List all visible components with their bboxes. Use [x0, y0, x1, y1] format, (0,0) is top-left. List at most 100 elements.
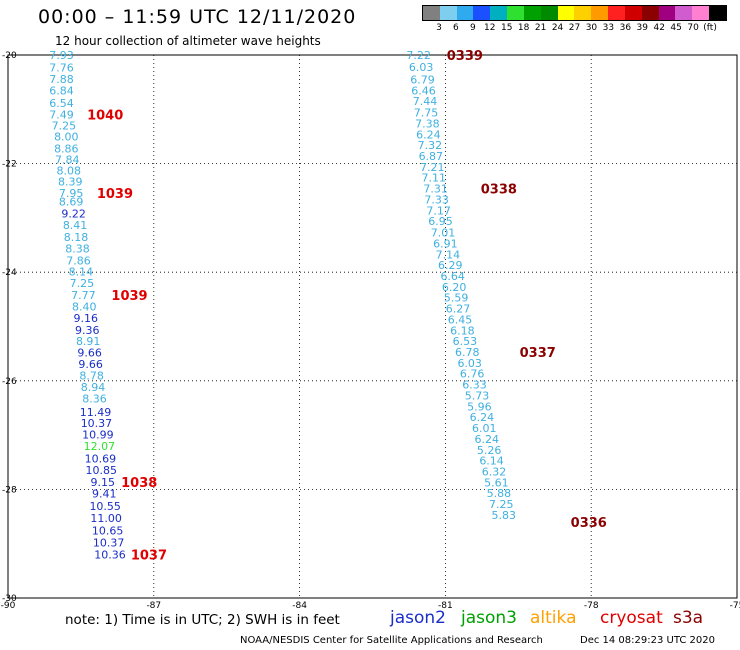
wave-height-point: 9.22 — [61, 208, 86, 221]
wave-height-point: 8.40 — [72, 300, 97, 313]
wave-height-point: 10.85 — [86, 464, 118, 477]
wave-height-point: 12.07 — [84, 440, 116, 453]
pass-time-label: 0337 — [520, 346, 556, 361]
wave-height-point: 7.93 — [49, 49, 74, 62]
wave-height-point: 8.38 — [65, 242, 90, 255]
wave-height-point: 7.76 — [49, 61, 74, 74]
pass-time-label: 1040 — [87, 109, 123, 124]
wave-height-point: 7.84 — [55, 153, 80, 166]
wave-height-point: 8.00 — [54, 130, 79, 143]
wave-height-point: 6.95 — [428, 215, 453, 228]
wave-height-point: 10.37 — [81, 417, 113, 430]
color-scale-label: 33 — [602, 23, 615, 33]
color-swatch — [709, 6, 726, 20]
color-swatch — [456, 6, 474, 20]
wave-height-point: 6.18 — [450, 324, 475, 337]
color-scale-label: 12 — [484, 23, 496, 33]
color-scale-label: 39 — [636, 23, 648, 33]
wave-height-point: 6.24 — [416, 128, 441, 141]
wave-height-point: 6.45 — [448, 313, 473, 326]
footer-credit: NOAA/NESDIS Center for Satellite Applica… — [240, 635, 543, 646]
wave-height-point: 5.26 — [477, 444, 502, 457]
wave-height-point: 8.08 — [57, 165, 82, 178]
wave-height-point: 8.14 — [69, 266, 94, 279]
pass-time-label: 0338 — [481, 183, 517, 198]
wave-height-point: 6.87 — [419, 150, 444, 163]
wave-height-point: 8.86 — [54, 142, 79, 155]
footer-timestamp: Dec 14 08:29:23 UTC 2020 — [580, 635, 715, 646]
color-scale: 3 6 9 12 15 18 21 24 27 30 33 36 39 42 45 70 (ft) — [422, 5, 727, 34]
color-scale-label: 30 — [585, 23, 598, 33]
wave-height-point: 8.94 — [81, 381, 106, 394]
legend-altika: altika — [530, 608, 577, 628]
wave-height-point: 6.14 — [479, 455, 504, 468]
y-tick-label: -22 — [2, 160, 17, 170]
wave-height-point: 6.29 — [438, 259, 463, 272]
wave-height-point: 9.16 — [74, 312, 99, 325]
wave-height-point: 7.31 — [423, 183, 448, 196]
wave-height-point: 7.75 — [414, 107, 439, 120]
color-swatch — [507, 6, 524, 20]
color-swatch — [523, 6, 541, 20]
color-scale-label: 3 — [436, 23, 442, 33]
wave-height-point: 8.69 — [59, 196, 84, 209]
wave-height-point: 10.36 — [94, 549, 126, 562]
y-tick-label: -28 — [2, 485, 17, 495]
wave-height-point: 9.36 — [75, 324, 100, 337]
pass-time-label: 1039 — [111, 289, 147, 304]
wave-height-point: 7.86 — [66, 254, 91, 267]
wave-height-point: 6.54 — [49, 97, 74, 110]
pass-time-label: 1039 — [97, 187, 133, 202]
wave-height-point: 7.95 — [59, 187, 84, 200]
wave-height-point: 5.59 — [444, 292, 469, 305]
pass-time-label: 0336 — [571, 516, 607, 531]
wave-height-point: 6.03 — [409, 61, 434, 74]
wave-height-point: 11.49 — [80, 406, 112, 419]
wave-height-point: 7.25 — [489, 498, 514, 511]
y-tick-label: -30 — [2, 594, 17, 604]
color-swatch — [439, 6, 457, 20]
wave-height-point: 7.25 — [70, 277, 95, 290]
wave-height-point: 6.53 — [453, 335, 478, 348]
wave-height-point: 6.79 — [410, 73, 435, 86]
color-scale-swatches — [422, 5, 727, 21]
legend-cryosat: cryosat — [600, 608, 663, 628]
color-swatch — [675, 6, 693, 20]
wave-height-point: 10.65 — [92, 525, 124, 538]
wave-height-point: 7.01 — [431, 227, 456, 240]
x-tick-label: -81 — [438, 601, 453, 611]
y-tick-label: -24 — [2, 268, 17, 278]
wave-height-point: 5.73 — [465, 389, 490, 402]
wave-height-point: 7.21 — [420, 161, 445, 174]
color-swatch — [591, 6, 609, 20]
x-tick-label: -84 — [292, 601, 307, 611]
wave-height-point: 6.78 — [455, 346, 480, 359]
color-scale-label: 24 — [551, 23, 564, 33]
wave-height-point: 9.41 — [92, 488, 117, 501]
color-scale-label: 42 — [653, 23, 665, 33]
color-swatch — [490, 6, 508, 20]
wave-height-point: 6.33 — [462, 379, 487, 392]
color-swatch — [658, 6, 676, 20]
color-scale-label: 27 — [568, 23, 581, 33]
wave-height-point: 5.88 — [487, 487, 512, 500]
color-swatch — [624, 6, 642, 20]
chart-note: note: 1) Time is in UTC; 2) SWH is in fe… — [65, 612, 340, 628]
color-scale-label: 9 — [469, 23, 476, 33]
x-tick-label: -78 — [584, 601, 599, 611]
color-swatch — [692, 6, 710, 20]
wave-height-point: 11.00 — [90, 512, 122, 525]
chart-subtitle: 12 hour collection of altimeter wave hei… — [55, 34, 321, 48]
wave-height-point: 9.66 — [78, 358, 103, 371]
wave-height-point: 9.15 — [91, 476, 116, 489]
color-scale-labels: 3 6 9 12 15 18 21 24 27 30 33 36 39 42 45 70 (ft) — [422, 21, 727, 34]
pass-time-label: 1037 — [131, 549, 167, 564]
color-scale-label: 18 — [517, 23, 530, 33]
wave-height-point: 7.49 — [49, 109, 74, 122]
wave-height-point: 7.88 — [49, 73, 74, 86]
color-swatch — [557, 6, 575, 20]
wave-height-point: 5.83 — [491, 509, 516, 522]
legend-jason2: jason2 — [390, 608, 446, 628]
color-scale-label: 6 — [453, 23, 459, 33]
